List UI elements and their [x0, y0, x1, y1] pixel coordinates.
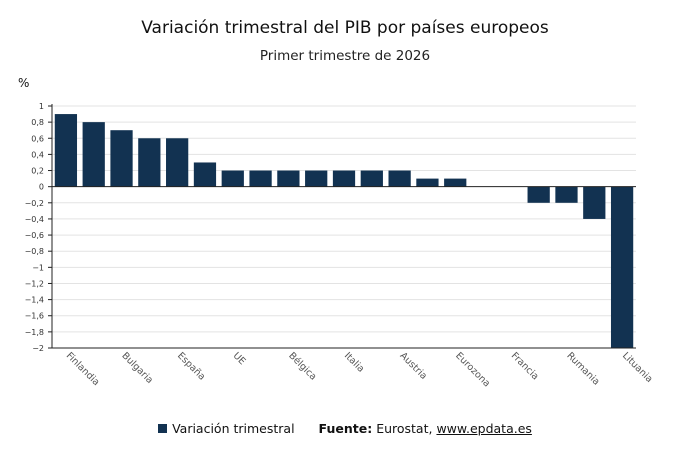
y-tick-label: 0 [39, 183, 44, 192]
category-labels: Finlandia Bulgaria España UE Bélgica Italia Au… [64, 350, 655, 389]
source-label: Fuente: [318, 421, 373, 436]
y-tick-label: −1,6 [25, 312, 44, 321]
bar [583, 186, 606, 219]
y-tick-label: −0,4 [25, 215, 44, 224]
category-label: Bulgaria [119, 350, 155, 386]
y-tick-label: −1,4 [25, 296, 44, 305]
legend-swatch [158, 424, 168, 433]
bar [249, 170, 272, 187]
y-tick-label: −1 [32, 263, 44, 272]
bar [388, 170, 411, 187]
bar [360, 170, 383, 187]
bar [221, 170, 244, 187]
y-axis-ticks: 1 0,8 0,6 0,4 0,2 0 −0,2 −0,4 −0,6 −0,8 −1 −1,2 −1,4… [25, 102, 52, 353]
bar [332, 170, 356, 187]
bar [138, 138, 161, 187]
category-label: Rumania [564, 350, 601, 387]
y-tick-label: 0,2 [31, 167, 44, 176]
bar [110, 130, 133, 187]
y-tick-label: −1,2 [25, 279, 44, 288]
y-tick-label: 0,4 [31, 150, 44, 159]
legend: Variación trimestral Fuente: Eurostat, ww… [0, 421, 690, 436]
axes [51, 104, 636, 349]
y-tick-label: 0,8 [31, 118, 44, 127]
category-label: Francia [509, 350, 541, 382]
legend-series-label: Variación trimestral [172, 421, 295, 436]
bar [555, 186, 578, 203]
category-label: UE [231, 350, 248, 367]
chart-title: Variación trimestral del PIB por países … [141, 18, 549, 38]
source-text: Eurostat, [376, 421, 437, 436]
category-label: Italia [342, 350, 366, 374]
y-axis-unit-label: % [18, 76, 29, 90]
bar [82, 122, 105, 187]
y-tick-label: −0,6 [25, 231, 44, 240]
bar [54, 114, 78, 187]
category-label: España [175, 350, 207, 382]
category-label: Eurozona [453, 350, 492, 389]
category-label: Austria [397, 350, 429, 382]
y-tick-label: −0,8 [25, 247, 44, 256]
y-tick-label: −0,2 [25, 199, 44, 208]
bar [166, 138, 189, 187]
category-label: Lituania [620, 350, 655, 385]
category-label: Bélgica [286, 350, 318, 382]
bar [444, 178, 467, 187]
source-link[interactable]: www.epdata.es [436, 421, 532, 436]
category-label: Finlandia [64, 350, 102, 388]
chart-subtitle: Primer trimestre de 2026 [259, 48, 431, 64]
bar [416, 178, 439, 187]
bar [527, 186, 550, 203]
y-tick-label: −2 [32, 344, 44, 353]
bar [193, 162, 217, 187]
y-tick-label: −1,8 [25, 328, 44, 337]
y-tick-label: 1 [39, 102, 44, 111]
y-tick-label: 0,6 [31, 134, 44, 143]
bar [277, 170, 300, 187]
bar [610, 186, 634, 348]
bar [305, 170, 328, 187]
bars [54, 114, 634, 348]
